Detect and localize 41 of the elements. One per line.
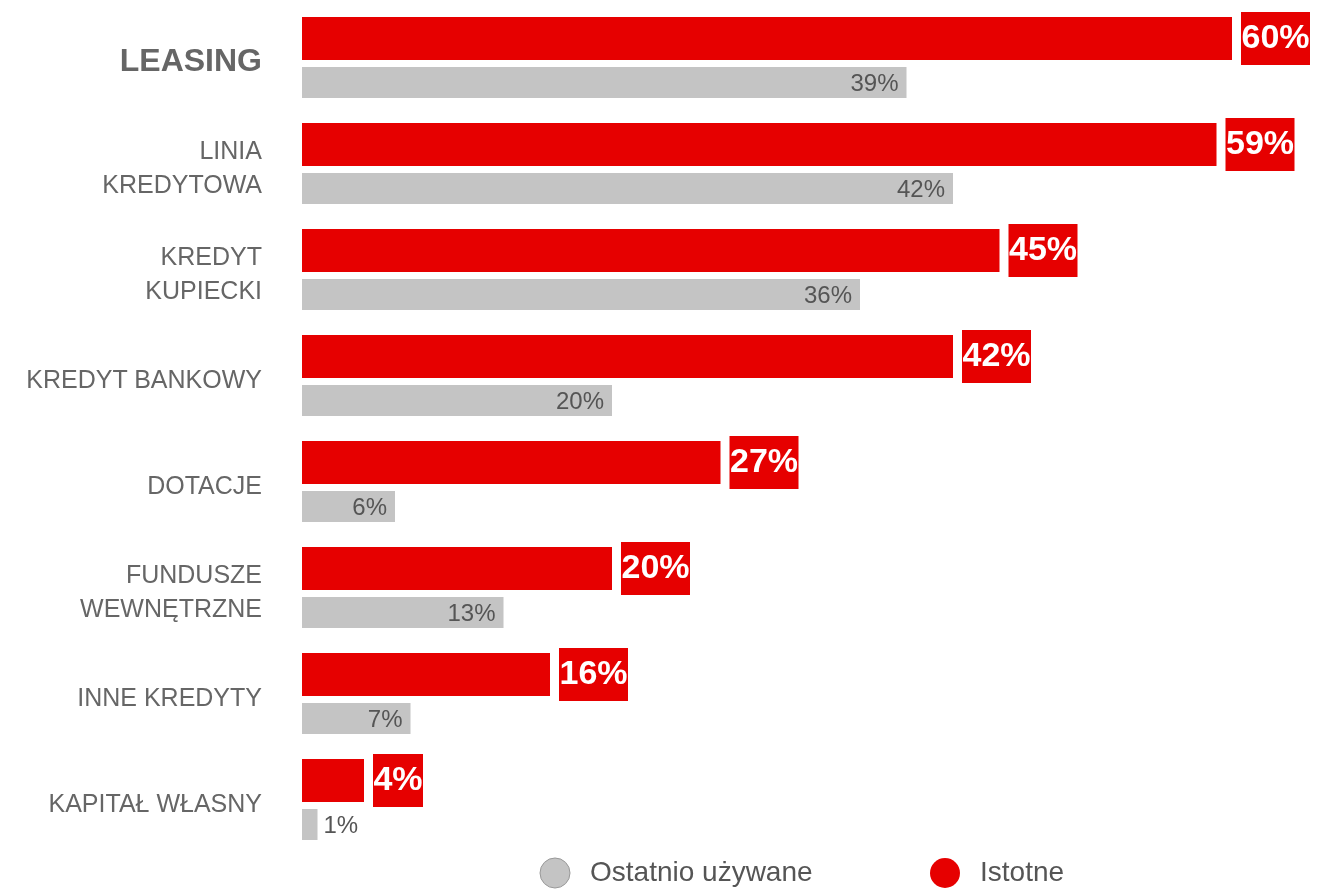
- bar: [302, 229, 1000, 272]
- data-label: 39%: [850, 68, 899, 96]
- bar: [302, 597, 504, 628]
- data-label: 20%: [621, 547, 690, 586]
- data-label: 42%: [896, 174, 945, 202]
- data-label: 13%: [447, 598, 496, 626]
- bar: [302, 653, 550, 696]
- bar: [302, 703, 411, 734]
- legend-label: Istotne: [980, 856, 1065, 888]
- bar: [302, 67, 907, 98]
- y-tick-label: KREDYT KUPIECKI: [145, 241, 262, 304]
- y-tick-label: FUNDUSZE WEWNĘTRZNE: [80, 559, 262, 622]
- data-label: 59%: [1225, 123, 1295, 162]
- y-tick-label: LEASING: [119, 42, 262, 79]
- bar: [302, 173, 953, 204]
- data-label: 45%: [1008, 229, 1078, 268]
- data-label: 27%: [729, 441, 799, 480]
- bar: [302, 809, 318, 840]
- y-tick-label: DOTACJE: [147, 470, 262, 499]
- data-label: 36%: [803, 280, 852, 308]
- y-tick-label: LINIA KREDYTOWA: [102, 135, 263, 198]
- bar: [302, 123, 1217, 166]
- data-label: 1%: [323, 810, 359, 838]
- legend-label: Ostatnio używane: [590, 856, 813, 888]
- bar: [302, 335, 953, 378]
- bar: [302, 759, 364, 802]
- data-label: 42%: [962, 335, 1031, 374]
- bar: [302, 279, 860, 310]
- y-tick-label: KAPITAŁ WŁASNY: [48, 788, 263, 817]
- bar: [302, 441, 721, 484]
- bar: [302, 385, 612, 416]
- data-label: 20%: [555, 386, 604, 414]
- bar: [302, 17, 1232, 60]
- bar: [302, 547, 612, 590]
- y-tick-label: KREDYT BANKOWY: [26, 364, 263, 393]
- data-label: 16%: [559, 653, 628, 692]
- data-label: 4%: [373, 759, 423, 798]
- data-label: 7%: [367, 704, 403, 732]
- data-label: 60%: [1241, 17, 1310, 56]
- data-label: 6%: [352, 492, 387, 520]
- y-tick-label: INNE KREDYTY: [77, 682, 263, 711]
